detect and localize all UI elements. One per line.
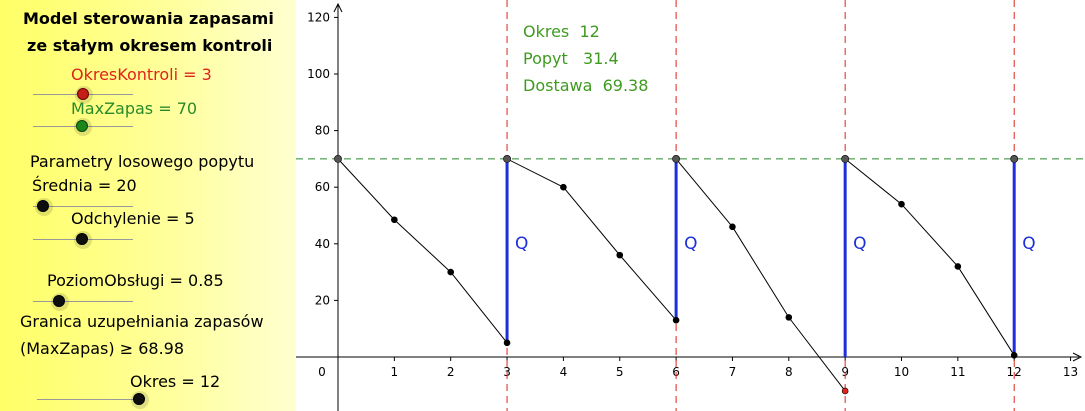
info-popyt: Popyt 31.4 [523, 49, 619, 68]
inventory-point [729, 223, 736, 231]
srednia-slider-track[interactable] [33, 206, 133, 207]
okres-slider-track[interactable] [37, 399, 137, 400]
inventory-point [334, 154, 342, 163]
inventory-point [560, 183, 567, 191]
inventory-point [954, 263, 962, 270]
control-panel: Model sterowania zapasami ze stałym okre… [0, 0, 296, 411]
info-okres: Okres 12 [523, 22, 600, 41]
x-tick-label: 11 [950, 365, 965, 379]
inventory-segment [506, 158, 564, 188]
srednia-label: Średnia = 20 [32, 176, 137, 195]
inventory-segment [901, 203, 959, 267]
granica-label-line2: (MaxZapas) ≥ 68.98 [20, 339, 185, 358]
inventory-point [785, 314, 793, 321]
odchylenie-label: Odchylenie = 5 [71, 209, 195, 228]
reference-lines [296, 0, 1085, 411]
parametry-label: Parametry losowego popytu [30, 152, 255, 171]
x-tick-label: 2 [447, 365, 455, 379]
order-label: Q [684, 234, 697, 254]
model-title-line2: ze stałym okresem kontroli [27, 36, 273, 55]
inventory-segment [675, 158, 733, 228]
okres-kontroli-label: OkresKontroli = 3 [71, 65, 212, 84]
inventory-point [1010, 154, 1019, 163]
inventory-point [616, 251, 624, 259]
inventory-segment [619, 254, 677, 321]
y-tick-label: 40 [315, 237, 330, 251]
max-zapas-slider-knob[interactable] [74, 118, 92, 136]
x-tick-label: 10 [894, 365, 909, 379]
info-dostawa: Dostawa 69.38 [523, 76, 649, 95]
inventory-point [898, 200, 905, 208]
poziom-obslugi-label: PoziomObsługi = 0.85 [47, 271, 224, 290]
info-box: Okres 12 Popyt 31.4 Dostawa 69.38 [523, 18, 648, 99]
max-zapas-label: MaxZapas = 70 [71, 99, 198, 118]
x-tick-label: 8 [785, 365, 793, 379]
axes: 01234567891011121320406080100120 [296, 2, 1083, 411]
y-tick-label: 20 [315, 293, 330, 307]
y-tick-label: 80 [315, 124, 330, 138]
okres-kontroli-slider-knob[interactable] [75, 86, 93, 104]
inventory-path [337, 158, 1015, 392]
inventory-point [841, 154, 850, 163]
inventory-point [841, 387, 849, 395]
okres-slider-knob[interactable] [131, 391, 149, 409]
inventory-point [672, 316, 680, 324]
x-tick-label: 13 [1063, 365, 1078, 379]
x-tick-label: 4 [560, 365, 568, 379]
inventory-point [672, 154, 680, 163]
order-label: Q [1022, 234, 1035, 254]
x-axis-arrow [1072, 352, 1083, 362]
y-axis-arrow [333, 2, 343, 13]
inventory-point [1010, 352, 1018, 359]
inventory-segment [957, 266, 1015, 356]
inventory-points [334, 154, 1019, 395]
x-tick-label: 1 [391, 365, 399, 379]
y-tick-label: 100 [307, 67, 330, 81]
inventory-segment [394, 219, 452, 273]
inventory-point [503, 339, 511, 347]
x-tick-label: 7 [729, 365, 737, 379]
x-tick-label: 0 [318, 365, 326, 379]
inventory-segment [337, 158, 395, 221]
x-tick-label: 5 [616, 365, 624, 379]
inventory-segment [788, 317, 846, 392]
srednia-slider-knob[interactable] [35, 198, 53, 216]
order-label: Q [515, 234, 528, 254]
order-label: Q [853, 234, 866, 254]
y-tick-label: 120 [307, 10, 330, 24]
inventory-point [447, 268, 454, 276]
odchylenie-slider-knob[interactable] [74, 231, 92, 249]
inventory-segment [844, 158, 902, 205]
inventory-point [503, 154, 511, 163]
inventory-segment [732, 226, 790, 318]
poziom-obslugi-slider-knob[interactable] [51, 293, 69, 311]
inventory-segment [563, 186, 621, 256]
inventory-point [391, 216, 398, 224]
granica-label-line1: Granica uzupełniania zapasów [20, 312, 264, 331]
poziom-obslugi-slider-track[interactable] [33, 301, 133, 302]
okres-label: Okres = 12 [130, 372, 221, 391]
inventory-segment [450, 271, 508, 344]
y-tick-label: 60 [315, 180, 330, 194]
model-title-line1: Model sterowania zapasami [23, 9, 274, 28]
